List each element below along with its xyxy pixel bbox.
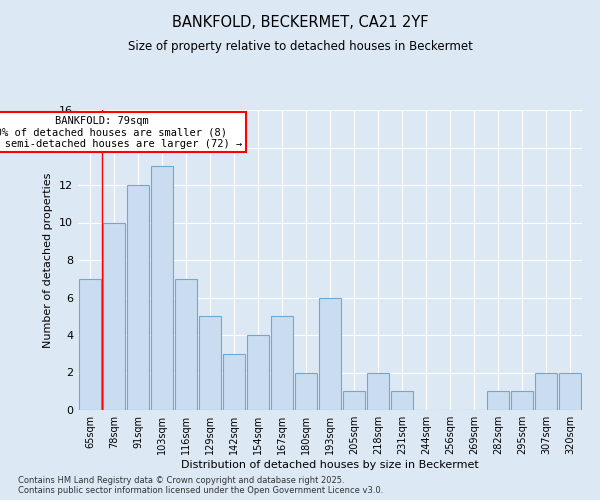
X-axis label: Distribution of detached houses by size in Beckermet: Distribution of detached houses by size … [181, 460, 479, 470]
Bar [343, 391, 365, 410]
Bar [247, 335, 269, 410]
Bar [487, 391, 509, 410]
Bar [319, 298, 341, 410]
Bar [127, 185, 149, 410]
Bar [175, 279, 197, 410]
Bar [295, 372, 317, 410]
Bar [103, 222, 125, 410]
Y-axis label: Number of detached properties: Number of detached properties [43, 172, 53, 348]
Bar [391, 391, 413, 410]
Text: BANKFOLD: 79sqm
← 10% of detached houses are smaller (8)
90% of semi-detached ho: BANKFOLD: 79sqm ← 10% of detached houses… [0, 116, 242, 149]
Bar [199, 316, 221, 410]
Text: BANKFOLD, BECKERMET, CA21 2YF: BANKFOLD, BECKERMET, CA21 2YF [172, 15, 428, 30]
Text: Contains HM Land Registry data © Crown copyright and database right 2025.
Contai: Contains HM Land Registry data © Crown c… [18, 476, 383, 495]
Bar [271, 316, 293, 410]
Bar [559, 372, 581, 410]
Bar [79, 279, 101, 410]
Bar [223, 354, 245, 410]
Bar [511, 391, 533, 410]
Bar [367, 372, 389, 410]
Bar [535, 372, 557, 410]
Text: Size of property relative to detached houses in Beckermet: Size of property relative to detached ho… [128, 40, 472, 53]
Bar [151, 166, 173, 410]
